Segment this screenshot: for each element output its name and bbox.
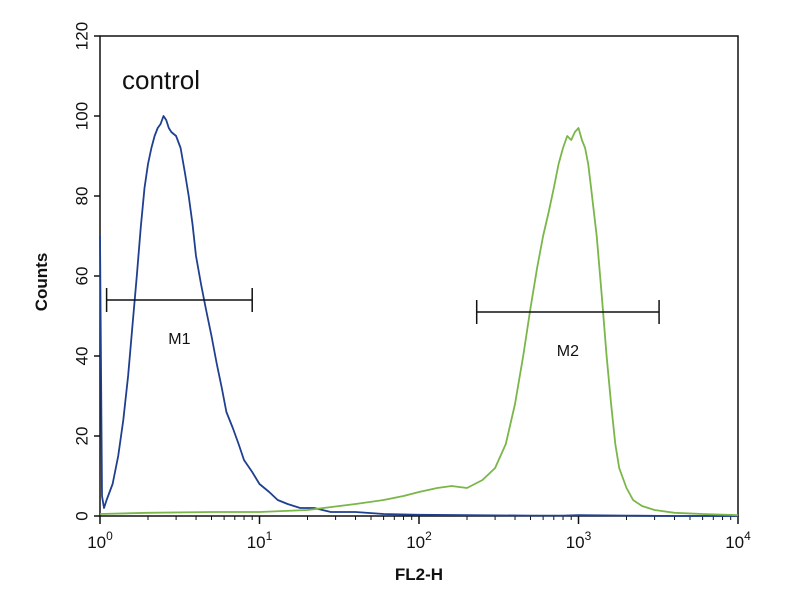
plot-area-frame bbox=[99, 35, 739, 517]
control-annotation: control bbox=[122, 65, 200, 95]
marker-m1: M1 bbox=[105, 288, 253, 348]
y-tick-label: 0 bbox=[73, 511, 92, 520]
y-tick-label: 120 bbox=[73, 22, 92, 50]
series-layer bbox=[99, 115, 739, 517]
y-tick-label: 60 bbox=[73, 267, 92, 286]
x-tick-label: 101 bbox=[247, 529, 273, 552]
y-tick-label: 40 bbox=[73, 347, 92, 366]
x-tick-label: 102 bbox=[406, 529, 432, 552]
markers-layer: M1 M2 bbox=[105, 288, 660, 360]
x-tick-exponent: 0 bbox=[106, 529, 113, 543]
x-tick-label: 100 bbox=[87, 529, 113, 552]
series-line-0 bbox=[99, 115, 738, 517]
x-tick-exponent: 2 bbox=[425, 529, 432, 543]
y-tick-label: 100 bbox=[73, 102, 92, 130]
marker-label: M2 bbox=[557, 343, 579, 360]
x-tick-base: 10 bbox=[566, 533, 585, 552]
series-line-1 bbox=[99, 127, 739, 517]
y-tick-label: 20 bbox=[73, 427, 92, 446]
x-tick-label: 104 bbox=[725, 529, 751, 552]
y-tick-label: 80 bbox=[73, 187, 92, 206]
x-tick-exponent: 4 bbox=[744, 529, 751, 543]
x-tick-base: 10 bbox=[406, 533, 425, 552]
x-tick-exponent: 1 bbox=[266, 529, 273, 543]
x-tick-exponent: 3 bbox=[585, 529, 592, 543]
marker-m2: M2 bbox=[475, 300, 660, 360]
x-axis-label: FL2-H bbox=[395, 565, 443, 584]
x-tick-base: 10 bbox=[87, 533, 106, 552]
x-tick-label: 103 bbox=[566, 529, 592, 552]
y-axis-label: Counts bbox=[32, 253, 51, 312]
x-tick-base: 10 bbox=[725, 533, 744, 552]
x-tick-base: 10 bbox=[247, 533, 266, 552]
marker-label: M1 bbox=[168, 331, 190, 348]
